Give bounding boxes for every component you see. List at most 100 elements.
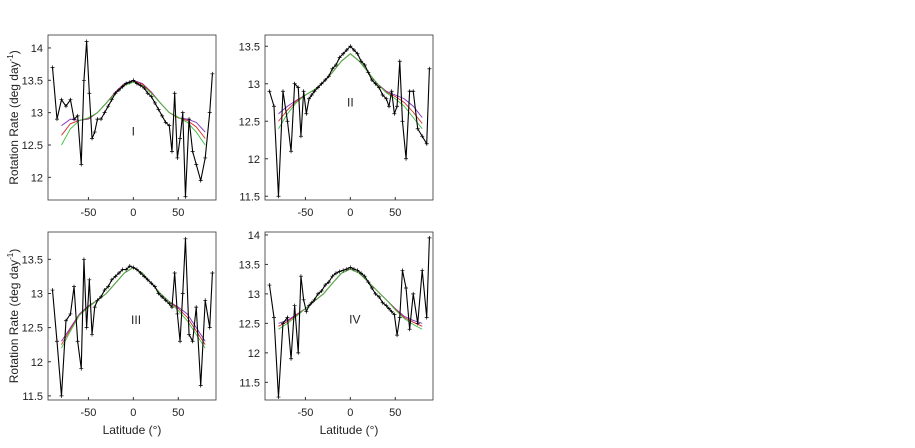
data-marker: [404, 156, 409, 161]
panel: -50 0 50 11.5 12 12.5 13 13.5 14 IV Latitude (°): [239, 230, 434, 437]
data-marker: [319, 81, 324, 86]
data-marker: [307, 303, 312, 308]
data-marker: [63, 318, 68, 323]
data-marker: [190, 149, 195, 154]
data-marker: [113, 91, 118, 96]
data-marker: [194, 305, 199, 310]
data-marker: [400, 119, 405, 124]
data-marker: [124, 267, 129, 272]
data-marker: [424, 315, 429, 320]
data-marker: [351, 267, 356, 272]
y-tick-label: 14: [248, 230, 260, 242]
y-axis-label-end: ): [7, 249, 21, 253]
data-marker: [397, 59, 402, 64]
data-marker: [411, 291, 416, 296]
data-marker: [160, 294, 165, 299]
data-marker: [183, 236, 188, 241]
data-marker: [397, 315, 402, 320]
data-marker: [333, 271, 338, 276]
panel: -50 0 50 12 12.5 13 13.5 14 I Rotation Rate (deg …: [6, 34, 217, 219]
data-marker: [175, 155, 180, 160]
data-marker: [296, 85, 301, 90]
data-marker: [330, 274, 335, 279]
data-marker: [84, 39, 89, 44]
data-marker: [167, 301, 172, 306]
panel-label: III: [131, 313, 141, 327]
data-marker: [298, 134, 303, 139]
data-marker: [99, 117, 104, 122]
x-axis-label: Latitude (°): [320, 423, 379, 437]
data-marker: [95, 298, 100, 303]
data-marker: [210, 71, 215, 76]
data-marker: [92, 305, 97, 310]
data-marker: [187, 332, 192, 337]
data-marker: [337, 269, 342, 274]
panel: -50 0 50 11.5 12 12.5 13 13.5 II: [239, 34, 434, 219]
data-marker: [109, 97, 114, 102]
data-marker: [131, 78, 136, 83]
data-marker: [203, 155, 208, 160]
y-tick-label: 11.5: [239, 191, 260, 203]
x-tick-label: 50: [172, 207, 184, 219]
data-marker: [79, 366, 84, 371]
data-marker: [109, 277, 114, 282]
data-marker: [373, 291, 378, 296]
data-marker: [90, 332, 95, 337]
data-marker: [389, 89, 394, 94]
data-marker: [280, 89, 285, 94]
data-marker: [163, 120, 168, 125]
data-marker: [145, 277, 150, 282]
data-marker: [87, 91, 92, 96]
data-marker: [203, 298, 208, 303]
data-marker: [309, 93, 314, 97]
data-marker: [292, 303, 297, 308]
data-marker: [380, 300, 385, 305]
data-marker: [87, 277, 92, 282]
data-marker: [172, 270, 177, 275]
data-marker: [54, 339, 59, 344]
data-marker: [175, 311, 180, 316]
data-marker: [178, 339, 183, 344]
data-marker: [145, 91, 150, 96]
y-axis-label-text: Rotation Rate (deg day: [7, 61, 21, 184]
y-tick-label: 11.5: [22, 391, 43, 403]
data-marker: [355, 268, 360, 273]
y-tick-label: 12.5: [22, 140, 43, 152]
data-marker: [400, 268, 405, 273]
data-marker: [194, 162, 199, 167]
data-marker: [312, 89, 317, 94]
x-tick-label: -50: [297, 207, 313, 219]
data-marker: [316, 291, 321, 296]
data-marker: [190, 339, 195, 344]
fit-line: [278, 53, 423, 130]
data-marker: [395, 333, 400, 338]
data-marker: [156, 107, 161, 112]
data-marker: [81, 78, 86, 83]
data-marker: [276, 395, 281, 400]
data-marker: [50, 65, 55, 70]
data-marker: [373, 81, 378, 86]
data-marker: [75, 339, 80, 344]
data-marker: [99, 294, 104, 299]
data-marker: [72, 284, 77, 289]
data-marker: [420, 134, 425, 139]
data-marker: [68, 97, 73, 102]
data-marker: [326, 74, 331, 79]
data-marker: [415, 321, 420, 326]
y-axis-label: Rotation Rate (deg day-1): [6, 249, 21, 384]
data-marker: [407, 327, 412, 332]
data-marker: [113, 274, 118, 279]
data-marker: [138, 270, 143, 275]
data-marker: [59, 393, 64, 398]
data-marker: [276, 194, 281, 199]
data-marker: [120, 267, 125, 272]
y-tick-label: 14: [31, 43, 43, 55]
data-marker: [163, 298, 168, 303]
data-marker: [72, 117, 77, 122]
data-marker: [271, 104, 276, 109]
x-tick-label: 50: [389, 407, 401, 419]
data-marker: [127, 80, 132, 85]
x-tick-label: 0: [347, 207, 353, 219]
data-marker: [298, 274, 303, 279]
data-marker: [323, 283, 328, 288]
